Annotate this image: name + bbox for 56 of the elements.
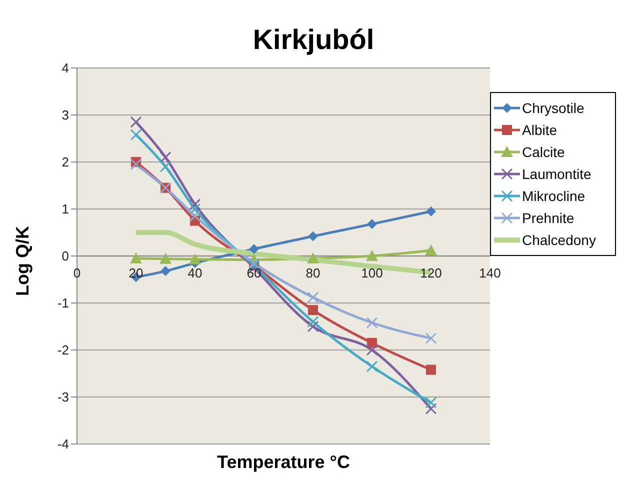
y-tick-label: -3: [57, 390, 69, 405]
point: [160, 152, 172, 164]
y-tick-label: 0: [62, 248, 69, 264]
point: [189, 210, 201, 222]
x-tick-label: 80: [306, 266, 320, 281]
point: [367, 219, 377, 230]
legend-label: Chalcedony: [522, 232, 596, 248]
y-tick-label: 2: [62, 154, 69, 170]
point: [425, 396, 437, 408]
point: [425, 244, 437, 256]
x-tick-label: 0: [73, 266, 81, 281]
point: [160, 252, 172, 264]
x-tick-label: 120: [420, 266, 442, 281]
point: [189, 253, 201, 264]
x-tick-label: 40: [188, 266, 202, 281]
y-tick-label: 3: [62, 108, 69, 123]
point: [366, 360, 378, 372]
legend-label: Chrysotile: [522, 100, 584, 116]
point: [366, 316, 378, 328]
point: [160, 266, 170, 276]
legend-label: Laumontite: [522, 166, 592, 182]
point: [426, 364, 436, 375]
y-tick-label: -1: [57, 296, 69, 311]
x-tick-label: 100: [361, 266, 383, 281]
point: [307, 320, 319, 332]
point: [130, 252, 142, 264]
point: [308, 305, 318, 316]
point: [160, 160, 172, 172]
point: [189, 203, 201, 215]
point: [307, 316, 319, 328]
legend-label: Mikrocline: [522, 188, 586, 204]
point: [130, 128, 142, 140]
x-tick-label: 140: [479, 266, 501, 281]
point: [366, 344, 378, 356]
legend-label: Calcite: [522, 144, 565, 160]
point: [307, 252, 319, 264]
point: [426, 206, 436, 216]
point: [189, 198, 201, 210]
y-tick-label: 1: [62, 202, 69, 217]
point: [249, 244, 259, 254]
legend-label: Albite: [522, 122, 558, 138]
point: [130, 116, 142, 128]
y-axis-title: Log Q/K: [12, 226, 32, 296]
point: [308, 231, 318, 242]
point: [307, 292, 319, 304]
point: [425, 403, 437, 414]
y-tick-label: 4: [62, 60, 69, 76]
y-tick-label: -2: [57, 342, 69, 358]
legend-label: Prehnite: [522, 210, 574, 226]
point: [366, 250, 378, 261]
point: [248, 257, 260, 269]
point: [425, 332, 437, 344]
x-axis-title: Temperature °C: [216, 452, 351, 473]
point: [130, 158, 142, 170]
y-tick-label: -4: [57, 436, 69, 452]
chart-title: Kirkjuból: [252, 24, 376, 56]
